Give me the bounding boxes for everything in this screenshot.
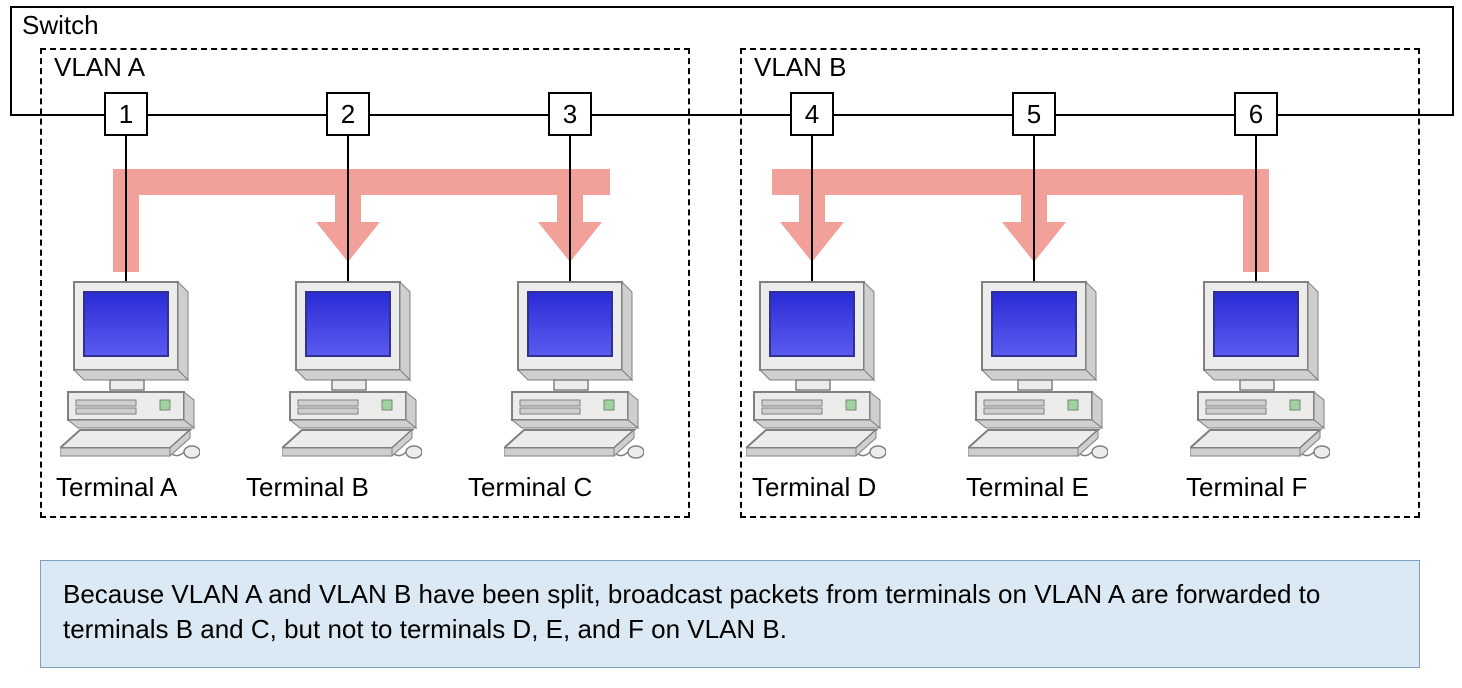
drop-line-b: [347, 136, 349, 282]
drop-line-d: [811, 136, 813, 282]
drop-line-f: [1255, 136, 1257, 282]
terminal-label-d: Terminal D: [752, 472, 876, 503]
terminal-label-f: Terminal F: [1186, 472, 1307, 503]
computer-icon: [504, 280, 644, 465]
bus-line: [148, 114, 326, 116]
bus-line: [370, 114, 548, 116]
bus-line: [1056, 114, 1234, 116]
computer-icon: [282, 280, 422, 465]
port-4: 4: [790, 92, 834, 136]
computer-icon: [60, 280, 200, 465]
bus-line: [834, 114, 1012, 116]
switch-label: Switch: [22, 10, 99, 41]
drop-line-e: [1033, 136, 1035, 282]
vlan-label-a: VLAN A: [54, 52, 145, 83]
bus-line: [592, 114, 790, 116]
terminal-label-c: Terminal C: [468, 472, 592, 503]
drop-line-c: [569, 136, 571, 282]
info-text: Because VLAN A and VLAN B have been spli…: [40, 560, 1420, 668]
terminal-label-a: Terminal A: [56, 472, 177, 503]
computer-icon: [1190, 280, 1330, 465]
port-6: 6: [1234, 92, 1278, 136]
port-3: 3: [548, 92, 592, 136]
bus-line: [1278, 114, 1454, 116]
terminal-label-e: Terminal E: [966, 472, 1089, 503]
bus-line: [10, 114, 104, 116]
port-1: 1: [104, 92, 148, 136]
terminal-label-b: Terminal B: [246, 472, 369, 503]
computer-icon: [746, 280, 886, 465]
drop-line-a: [125, 136, 127, 282]
port-2: 2: [326, 92, 370, 136]
vlan-label-b: VLAN B: [754, 52, 847, 83]
port-5: 5: [1012, 92, 1056, 136]
computer-icon: [968, 280, 1108, 465]
